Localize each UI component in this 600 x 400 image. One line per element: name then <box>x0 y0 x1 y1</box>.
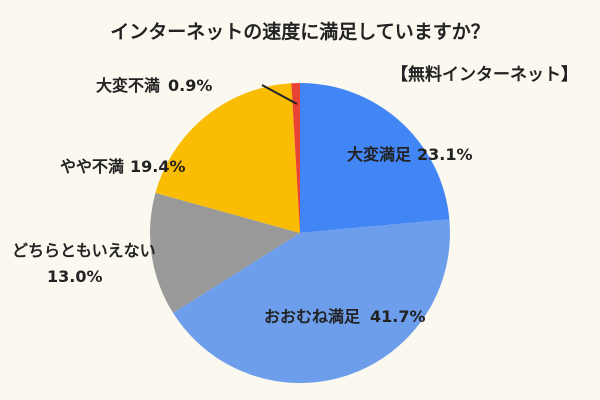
pie-slice-4 <box>291 83 300 233</box>
slice-label-3: やや不満 19.4% <box>60 157 186 176</box>
leader-line <box>261 84 298 105</box>
pie-slice-0 <box>300 83 450 233</box>
chart-subtitle: 【無料インターネット】 <box>391 64 578 85</box>
chart-title: インターネットの速度に満足していますか？ <box>110 20 489 43</box>
slice-label-4: 大変不満 0.9% <box>96 76 212 95</box>
slice-label-0: 大変満足 23.1% <box>347 145 473 164</box>
slice-value-2: 13.0% <box>47 267 103 286</box>
pie-slice-3 <box>155 83 300 233</box>
pie-slice-1 <box>173 219 451 384</box>
slice-label-2: どちらともいえない <box>12 241 156 260</box>
slice-label-1: おおむね満足 41.7% <box>264 307 426 326</box>
pie-slice-2 <box>149 192 300 313</box>
pie-slices <box>149 83 451 384</box>
